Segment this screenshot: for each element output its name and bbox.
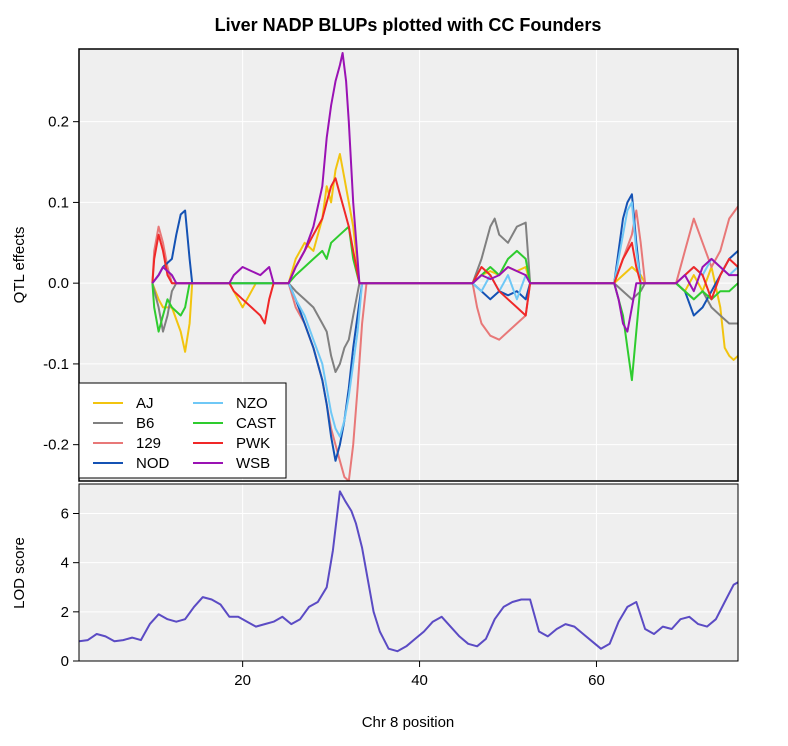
x-tick-label: 60: [588, 672, 605, 689]
effects-y-tick-label: -0.1: [43, 356, 69, 373]
lod-panel-border: [78, 483, 739, 662]
legend-label-nzo: NZO: [236, 395, 268, 412]
legend-label-129: 129: [136, 435, 161, 452]
x-tick-label: 40: [411, 672, 428, 689]
x-axis-label: Chr 8 position: [362, 714, 455, 731]
lod-y-tick-label: 2: [61, 604, 69, 621]
lod-panel: 0 2 4 6 20 40 60: [61, 483, 739, 689]
effects-y-ticks: -0.2 -0.1 0.0 0.1 0.2: [43, 114, 79, 454]
lod-y-axis-label: LOD score: [11, 537, 28, 609]
legend-label-cast: CAST: [236, 415, 276, 432]
legend-label-nod: NOD: [136, 455, 170, 472]
lod-score-line: [79, 490, 738, 653]
lod-y-tick-label: 4: [61, 555, 69, 572]
lod-x-ticks: 20 40 60: [234, 661, 605, 689]
lod-y-tick-label: 0: [61, 653, 69, 670]
effects-panel: -0.2 -0.1 0.0 0.1 0.2 AJ B6 129 NOD NZO CAST PWK WS…: [43, 48, 739, 482]
chart-title: Liver NADP BLUPs plotted with CC Founder…: [215, 15, 602, 35]
lod-series-line: [79, 490, 738, 653]
lod-y-ticks: 0 2 4 6: [61, 506, 79, 670]
effects-y-tick-label: 0.0: [48, 275, 69, 292]
x-tick-label: 20: [234, 672, 251, 689]
effects-y-axis-label: QTL effects: [11, 227, 28, 304]
effects-series-lines: [151, 52, 738, 481]
lod-panel-background: [79, 484, 738, 661]
legend-label-wsb: WSB: [236, 455, 270, 472]
legend-label-b6: B6: [136, 415, 154, 432]
legend-label-aj: AJ: [136, 395, 154, 412]
effects-y-tick-label: 0.2: [48, 114, 69, 131]
legend-label-pwk: PWK: [236, 435, 270, 452]
effects-y-tick-label: -0.2: [43, 437, 69, 454]
effects-panel-border: [78, 48, 739, 482]
legend: AJ B6 129 NOD NZO CAST PWK WSB: [78, 382, 287, 479]
effects-y-tick-label: 0.1: [48, 194, 69, 211]
series-line-wsb: [151, 52, 738, 333]
lod-y-tick-label: 6: [61, 506, 69, 523]
